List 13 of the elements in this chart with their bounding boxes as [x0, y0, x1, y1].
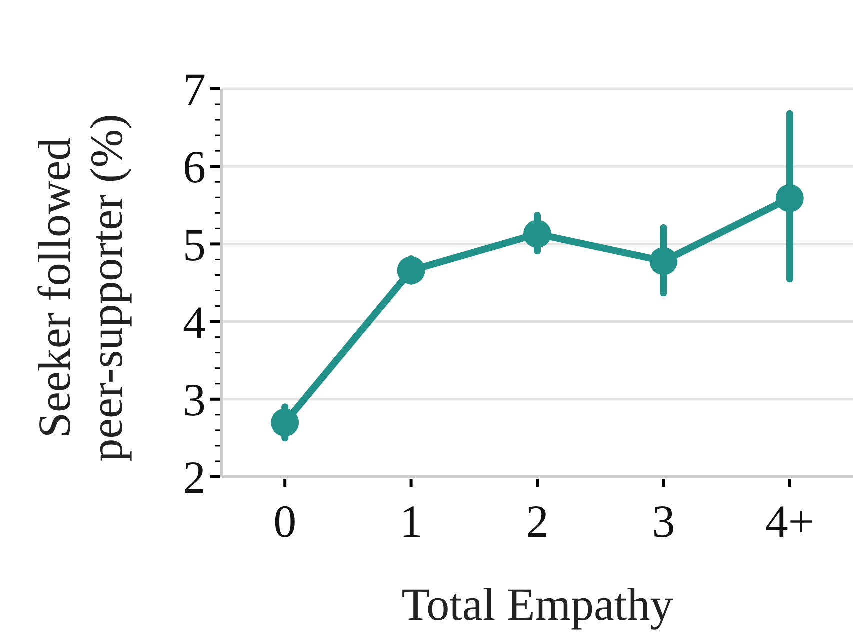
- x-tick-label: 0: [274, 496, 297, 547]
- x-tick-label: 2: [526, 496, 549, 547]
- y-tick-label: 4: [183, 296, 206, 348]
- y-tick-label: 7: [183, 64, 206, 116]
- y-tick-label: 2: [183, 452, 206, 504]
- y-tick-label: 6: [183, 142, 206, 193]
- x-tick-label: 4+: [765, 496, 814, 547]
- y-tick-label: 5: [183, 219, 206, 270]
- y-tick-label: 3: [183, 374, 206, 426]
- x-tick-label: 1: [400, 496, 423, 547]
- x-axis-title: Total Empathy: [402, 579, 674, 630]
- y-axis-title: Seeker followed peer-supporter (%): [29, 114, 132, 462]
- x-tick-label: 3: [652, 496, 676, 547]
